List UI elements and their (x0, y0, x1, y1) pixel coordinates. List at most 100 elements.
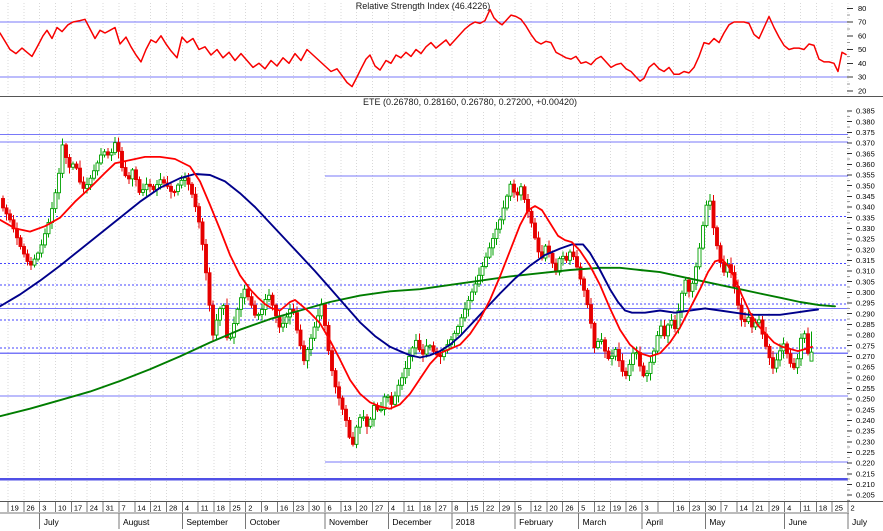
svg-text:2: 2 (248, 504, 252, 513)
svg-text:14: 14 (740, 504, 748, 513)
svg-text:17: 17 (74, 504, 82, 513)
svg-text:19: 19 (11, 504, 19, 513)
svg-text:December: December (392, 517, 431, 527)
svg-text:0.365: 0.365 (856, 149, 875, 158)
svg-text:5: 5 (581, 504, 585, 513)
svg-text:15: 15 (470, 504, 478, 513)
svg-text:February: February (519, 517, 554, 527)
svg-text:20: 20 (858, 86, 866, 95)
svg-text:May: May (709, 517, 726, 527)
svg-text:0.330: 0.330 (856, 224, 875, 233)
svg-text:March: March (583, 517, 607, 527)
svg-text:29: 29 (502, 504, 510, 513)
svg-text:10: 10 (58, 504, 66, 513)
svg-text:0.235: 0.235 (856, 427, 875, 436)
svg-text:29: 29 (771, 504, 779, 513)
svg-text:0.255: 0.255 (856, 384, 875, 393)
svg-text:0.295: 0.295 (856, 299, 875, 308)
svg-text:8: 8 (454, 504, 458, 513)
price-panel-title: ETE (0.26780, 0.28160, 0.26780, 0.27200,… (363, 97, 577, 107)
svg-text:August: August (123, 517, 150, 527)
panel-separators (0, 95, 883, 503)
ma-medium-line (0, 173, 819, 359)
svg-text:0.245: 0.245 (856, 405, 875, 414)
svg-text:60: 60 (858, 31, 866, 40)
svg-text:6: 6 (327, 504, 331, 513)
svg-text:26: 26 (26, 504, 34, 513)
svg-text:30: 30 (708, 504, 716, 513)
svg-text:0.370: 0.370 (856, 139, 875, 148)
rsi-panel-title: Relative Strength Index (46.4226) (355, 1, 491, 11)
svg-text:4: 4 (787, 504, 791, 513)
svg-text:April: April (646, 517, 663, 527)
svg-text:12: 12 (534, 504, 542, 513)
svg-text:0.265: 0.265 (856, 363, 875, 372)
svg-text:0.285: 0.285 (856, 320, 875, 329)
svg-text:0.385: 0.385 (856, 107, 875, 116)
svg-text:0.360: 0.360 (856, 160, 875, 169)
svg-text:0.315: 0.315 (856, 256, 875, 265)
svg-text:0.240: 0.240 (856, 416, 875, 425)
svg-text:23: 23 (692, 504, 700, 513)
svg-text:0.325: 0.325 (856, 235, 875, 244)
svg-text:18: 18 (423, 504, 431, 513)
svg-text:2018: 2018 (456, 517, 475, 527)
svg-text:0.260: 0.260 (856, 373, 875, 382)
svg-text:September: September (186, 517, 228, 527)
svg-text:7: 7 (724, 504, 728, 513)
svg-text:0.305: 0.305 (856, 277, 875, 286)
svg-text:23: 23 (296, 504, 304, 513)
svg-text:0.290: 0.290 (856, 309, 875, 318)
svg-text:30: 30 (858, 73, 866, 82)
svg-text:20: 20 (359, 504, 367, 513)
svg-text:July: July (44, 517, 60, 527)
svg-text:30: 30 (312, 504, 320, 513)
svg-text:0.310: 0.310 (856, 267, 875, 276)
ma-slow-line (0, 266, 836, 418)
svg-text:26: 26 (629, 504, 637, 513)
svg-text:70: 70 (858, 18, 866, 27)
svg-text:27: 27 (375, 504, 383, 513)
svg-text:July: July (852, 517, 868, 527)
svg-text:11: 11 (201, 504, 209, 513)
svg-text:0.270: 0.270 (856, 352, 875, 361)
svg-text:50: 50 (858, 45, 866, 54)
svg-text:0.350: 0.350 (856, 181, 875, 190)
svg-text:11: 11 (803, 504, 811, 513)
svg-text:0.280: 0.280 (856, 331, 875, 340)
svg-text:18: 18 (819, 504, 827, 513)
weekly-gridlines (7, 3, 849, 500)
svg-text:0.230: 0.230 (856, 437, 875, 446)
rsi-axis: 80 70 60 50 40 30 20 (847, 4, 866, 95)
svg-text:3: 3 (42, 504, 46, 513)
svg-text:3: 3 (644, 504, 648, 513)
svg-text:40: 40 (858, 59, 866, 68)
svg-text:11: 11 (407, 504, 415, 513)
svg-text:21: 21 (755, 504, 763, 513)
svg-text:25: 25 (232, 504, 240, 513)
svg-text:0.355: 0.355 (856, 171, 875, 180)
svg-text:0.205: 0.205 (856, 491, 875, 500)
svg-text:22: 22 (486, 504, 494, 513)
price-candles (1, 137, 814, 448)
date-axis-days: 19 26 3 10 17 24 31 7 14 21 28 4 11 18 25 2 9 16 23 30 6 13 20… (0, 502, 855, 514)
svg-text:16: 16 (676, 504, 684, 513)
svg-text:31: 31 (106, 504, 114, 513)
svg-text:27: 27 (438, 504, 446, 513)
svg-text:0.335: 0.335 (856, 213, 875, 222)
svg-text:0.225: 0.225 (856, 448, 875, 457)
svg-text:80: 80 (858, 4, 866, 13)
svg-text:0.215: 0.215 (856, 469, 875, 478)
svg-text:0.345: 0.345 (856, 192, 875, 201)
svg-text:19: 19 (613, 504, 621, 513)
svg-text:0.275: 0.275 (856, 341, 875, 350)
svg-text:October: October (250, 517, 280, 527)
svg-text:28: 28 (169, 504, 177, 513)
svg-text:0.210: 0.210 (856, 480, 875, 489)
svg-text:7: 7 (121, 504, 125, 513)
rsi-threshold-lines (0, 21, 848, 78)
svg-text:5: 5 (518, 504, 522, 513)
